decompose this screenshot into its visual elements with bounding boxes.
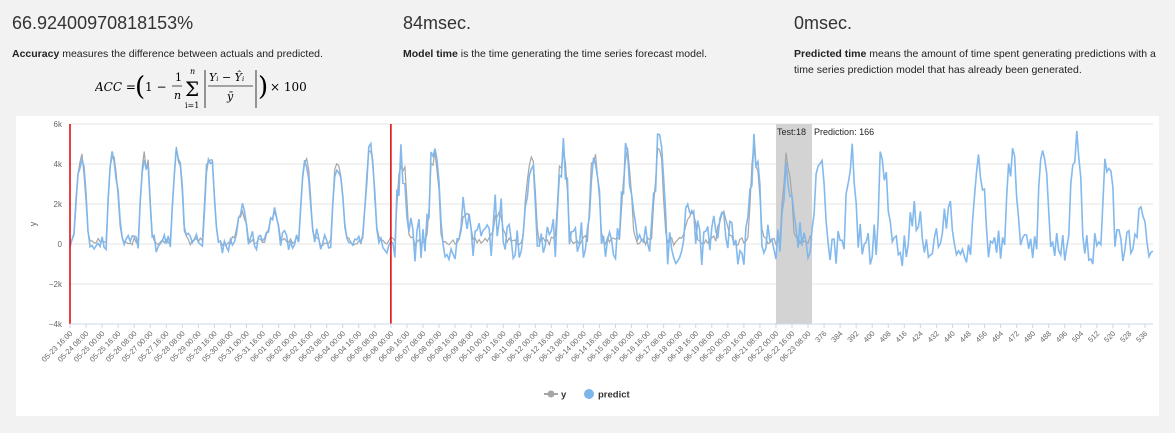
x-tick-label: 392 [845,329,860,344]
predicted-time-text: means the amount of time spent generatin… [794,48,1156,76]
accuracy-term: Accuracy [12,48,60,60]
metrics-panel: 66.92400970818153% Accuracy measures the… [0,0,1175,115]
x-tick-label: 464 [990,329,1005,344]
formula-inner-den: ȳ [226,90,234,103]
x-tick-label: 528 [1118,329,1133,344]
model-time-metric: 84msec. Model time is the time generatin… [403,12,763,62]
y-tick-label: 6k [54,120,63,129]
x-tick-label: 536 [1134,329,1149,344]
x-tick-label: 496 [1054,329,1069,344]
x-tick-label: 520 [1102,329,1117,344]
legend-predict-marker[interactable] [584,389,594,399]
predicted-time-metric: 0msec. Predicted time means the amount o… [794,12,1164,78]
legend-y-marker[interactable] [547,390,555,398]
x-tick-label: 376 [813,329,828,344]
x-tick-label: 424 [910,329,925,344]
formula-paren-left: ( [135,72,145,102]
model-time-text: is the time generating the time series f… [457,48,708,60]
y-tick-label: −4k [49,320,63,329]
formula-sum-top: n [190,67,195,76]
accuracy-formula: ACC = ( 1 − 1 n n Σ i=1 Yᵢ − Ŷᵢ ȳ ) × 10… [95,64,325,112]
y-tick-label: 0 [58,240,63,249]
legend-y-label[interactable]: y [561,390,567,401]
x-tick-label: 408 [877,329,892,344]
x-tick-label: 400 [861,329,876,344]
predicted-time-description: Predicted time means the amount of time … [794,46,1164,78]
y-axis-label: y [28,221,38,226]
formula-svg: ACC = ( 1 − 1 n n Σ i=1 Yᵢ − Ŷᵢ ȳ ) × 10… [95,67,307,110]
legend-predict-label[interactable]: predict [598,390,631,401]
formula-frac-num: 1 [175,71,182,84]
x-tick-label: 384 [829,329,844,344]
formula-times: × 100 [270,80,307,94]
x-tick-label: 432 [926,329,941,344]
x-tick-label: 472 [1006,329,1021,344]
predicted-time-value: 0msec. [794,13,853,33]
predicted-time-term: Predicted time [794,48,867,60]
chart-panel: 6k 4k 2k 0 −2k −4k y Test:18 Prediction: 166 05-2… [16,116,1159,416]
x-tick-label: 440 [942,329,957,344]
accuracy-text: measures the difference between actuals … [59,48,323,60]
x-tick-label: 504 [1070,329,1085,344]
model-time-term: Model time [403,48,458,60]
accuracy-description: Accuracy measures the difference between… [12,46,372,62]
x-tick-label: 448 [958,329,973,344]
x-tick-label: 480 [1022,329,1037,344]
y-tick-label: 4k [54,160,63,169]
formula-frac-den: n [174,89,181,102]
formula-paren-right: ) [258,72,268,102]
x-tick-label: 512 [1086,329,1101,344]
prediction-label: Prediction: 166 [814,127,874,137]
formula-sigma: Σ [185,77,199,101]
x-tick-label: 488 [1038,329,1053,344]
y-tick-label: −2k [49,280,63,289]
accuracy-value: 66.92400970818153% [12,13,194,33]
model-time-description: Model time is the time generating the ti… [403,46,763,62]
accuracy-metric: 66.92400970818153% Accuracy measures the… [12,12,372,62]
x-tick-label: 416 [894,329,909,344]
formula-inner-num: Yᵢ − Ŷᵢ [209,70,244,84]
y-tick-label: 2k [54,200,63,209]
test-band-label: Test:18 [777,127,806,137]
model-time-value: 84msec. [403,13,472,33]
formula-one: 1 − [145,80,167,94]
formula-lhs: ACC = [95,80,136,94]
series-predict-line [69,130,1154,267]
x-tick-label: 456 [974,329,989,344]
formula-sum-bot: i=1 [185,101,199,110]
